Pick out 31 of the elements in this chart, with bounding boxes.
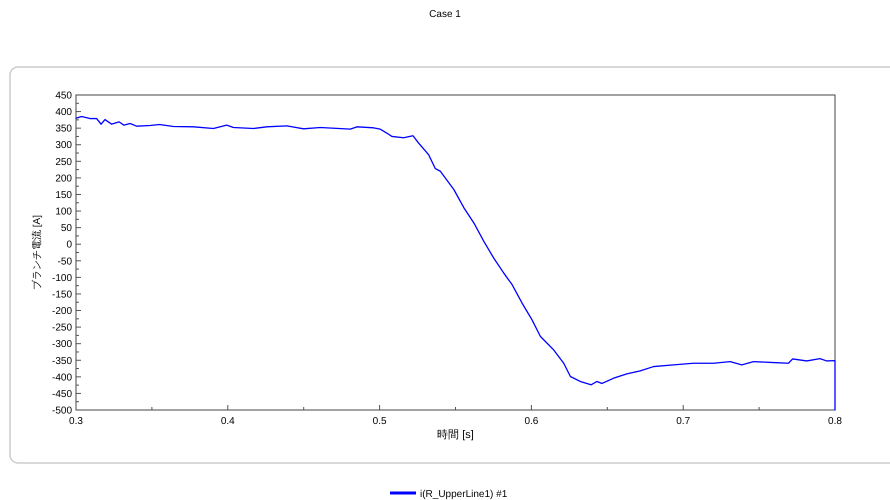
y-tick-label: -500 bbox=[52, 406, 72, 416]
x-tick-label: 0.8 bbox=[828, 416, 842, 427]
legend-label: i(R_UpperLine1) #1 bbox=[420, 489, 508, 500]
line-series bbox=[75, 116, 836, 411]
y-tick-label: 100 bbox=[55, 206, 72, 218]
x-tick-label: 0.5 bbox=[372, 416, 387, 427]
y-tick-label: 450 bbox=[55, 90, 72, 102]
y-tick-label: 0 bbox=[66, 240, 72, 251]
y-tick-label: -300 bbox=[52, 339, 72, 350]
y-tick-label: -200 bbox=[52, 306, 72, 318]
x-tick-label: 0.4 bbox=[220, 416, 236, 427]
x-axis-title: 時間 [s] bbox=[437, 428, 474, 441]
y-tick-label: -400 bbox=[52, 372, 72, 384]
y-tick-label: 350 bbox=[55, 124, 72, 135]
y-tick-label: -50 bbox=[58, 256, 72, 268]
y-tick-label: 150 bbox=[55, 190, 72, 201]
y-axis-title: ブランチ電流 [A] bbox=[31, 214, 43, 290]
y-tick-label: 50 bbox=[60, 223, 72, 234]
x-tick-label: 0.6 bbox=[524, 416, 539, 427]
x-tick-label: 0.3 bbox=[69, 416, 84, 427]
y-tick-label: 300 bbox=[55, 140, 72, 152]
y-tick-label: 200 bbox=[55, 173, 72, 184]
y-tick-label: -150 bbox=[52, 289, 72, 300]
chart-title: Case 1 bbox=[429, 9, 462, 20]
y-tick-label: -350 bbox=[52, 356, 72, 367]
x-tick-label: 0.7 bbox=[676, 416, 691, 427]
y-tick-label: -250 bbox=[52, 322, 72, 334]
y-tick-label: -100 bbox=[52, 272, 72, 284]
y-tick-label: 400 bbox=[55, 107, 72, 118]
y-tick-label: 250 bbox=[55, 156, 72, 168]
y-tick-label: -450 bbox=[52, 388, 72, 400]
